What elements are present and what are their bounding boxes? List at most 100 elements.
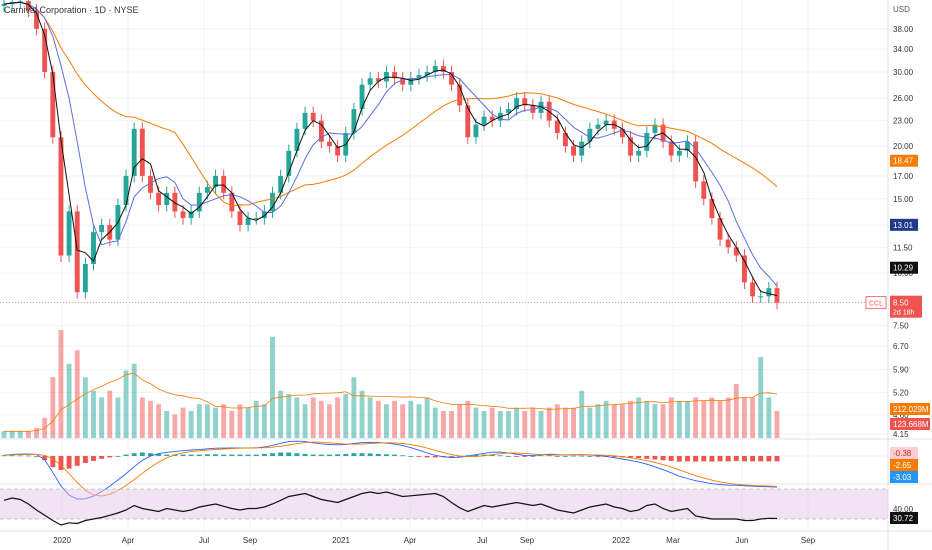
candle-body: [42, 28, 48, 73]
volume-bar: [335, 397, 341, 438]
time-tick-label: 2020: [53, 536, 71, 545]
macd-histogram-bar: [725, 456, 731, 462]
price-tick-label: 30.00: [893, 68, 914, 77]
candle-body: [701, 181, 707, 199]
macd-line-badge-bg: [890, 471, 918, 483]
macd-histogram-bar: [278, 452, 284, 456]
ma-long-badge: 18.47: [890, 154, 918, 167]
volume-bar: [351, 377, 357, 438]
candle-body: [481, 116, 487, 125]
volume-bar: [538, 411, 544, 438]
macd-histogram-bar: [9, 455, 15, 457]
macd-histogram-bar: [489, 454, 495, 456]
macd-histogram-bar: [367, 453, 373, 456]
volume-bar: [709, 397, 715, 438]
candle-body: [465, 105, 471, 138]
macd-histogram-bar: [546, 455, 552, 457]
price-tick-label: 38.00: [893, 25, 914, 34]
time-tick-label: Apr: [122, 536, 135, 545]
macd-histogram-bar: [750, 456, 756, 462]
macd-signal-badge: -2.65: [890, 459, 918, 471]
macd-histogram-bar: [530, 456, 536, 457]
volume-bar: [164, 411, 170, 438]
macd-histogram-bar: [148, 453, 153, 456]
candle-body: [50, 72, 56, 138]
macd-histogram-bar: [50, 456, 56, 468]
volume-bar: [636, 397, 642, 438]
rsi-axis-label: 40.00: [893, 505, 914, 514]
macd-histogram-bar: [107, 456, 113, 458]
candle-body: [587, 128, 593, 142]
candle-body: [270, 192, 275, 212]
volume-bar: [514, 407, 520, 438]
volume-bar: [554, 404, 560, 438]
volume-ma-badge: 212.029M: [890, 403, 930, 415]
volume-bar: [725, 397, 731, 438]
macd-histogram-bar: [571, 455, 577, 457]
volume-bar: [58, 330, 64, 438]
candle-body: [676, 150, 682, 156]
macd-histogram-bar: [286, 452, 292, 456]
volume-bar: [107, 390, 113, 438]
ma-mid-badge-text: 13.01: [893, 221, 914, 230]
candle-body: [693, 141, 699, 182]
candle-body: [733, 247, 739, 256]
macd-histogram-bar: [66, 456, 72, 469]
candle-body: [725, 239, 731, 248]
volume-bar: [742, 397, 747, 438]
volume-bar: [172, 414, 178, 438]
volume-bar: [497, 411, 503, 438]
volume-bar: [123, 370, 129, 438]
candle-body: [1, 4, 7, 6]
macd-histogram-bar: [229, 454, 235, 456]
price-tick-label: 23.00: [893, 117, 914, 126]
price-tick-label: 6.70: [893, 342, 909, 351]
volume-last-badge-bg: [890, 418, 930, 430]
macd-histogram-bar: [611, 456, 617, 458]
macd-histogram-bar: [522, 456, 528, 457]
volume-bar: [595, 404, 601, 438]
macd-histogram-bar: [392, 454, 398, 456]
macd-histogram-bar: [709, 456, 715, 462]
bar-countdown-text: 2d 18h: [893, 310, 915, 317]
candle-body: [709, 198, 715, 219]
time-tick-label: 2021: [332, 536, 350, 545]
ma-long-badge-bg: [890, 154, 918, 167]
volume-bar: [603, 400, 609, 438]
macd-histogram-bar: [701, 456, 707, 462]
rsi-value-badge-text: 30.72: [893, 514, 914, 523]
volume-bar: [229, 411, 235, 438]
candle-body: [335, 146, 341, 156]
macd-histogram-bar: [245, 454, 251, 456]
volume-bar: [50, 377, 56, 438]
macd-histogram-bar: [742, 456, 747, 462]
candle-body: [318, 120, 324, 142]
candle-body: [717, 218, 723, 240]
volume-last-badge: 123.668M: [890, 418, 930, 430]
volume-bar: [628, 400, 633, 438]
volume-bar: [148, 400, 153, 438]
time-tick-label: Sep: [520, 536, 535, 545]
macd-histogram-bar: [579, 455, 585, 457]
macd-histogram-bar: [668, 456, 674, 461]
macd-histogram-bar: [506, 456, 511, 457]
macd-histogram-bar: [514, 456, 520, 457]
macd-histogram-bar: [497, 455, 503, 457]
ma-mid-badge: 13.01: [890, 218, 918, 231]
candle-body: [180, 211, 186, 219]
macd-histogram-bar: [131, 453, 137, 456]
volume-bar: [375, 400, 381, 438]
candle-body: [644, 132, 650, 151]
volume-bar: [286, 394, 292, 438]
candle-body: [221, 175, 227, 193]
macd-line-badge: -3.03: [890, 471, 918, 483]
price-tick-label: 5.90: [893, 365, 909, 374]
volume-bar: [457, 404, 463, 438]
macd-histogram-bar: [652, 456, 658, 460]
macd-histogram-bar: [400, 455, 406, 457]
candle-body: [563, 132, 568, 147]
volume-bar: [546, 407, 552, 438]
candle-body: [245, 218, 251, 225]
macd-histogram-bar: [123, 454, 129, 456]
